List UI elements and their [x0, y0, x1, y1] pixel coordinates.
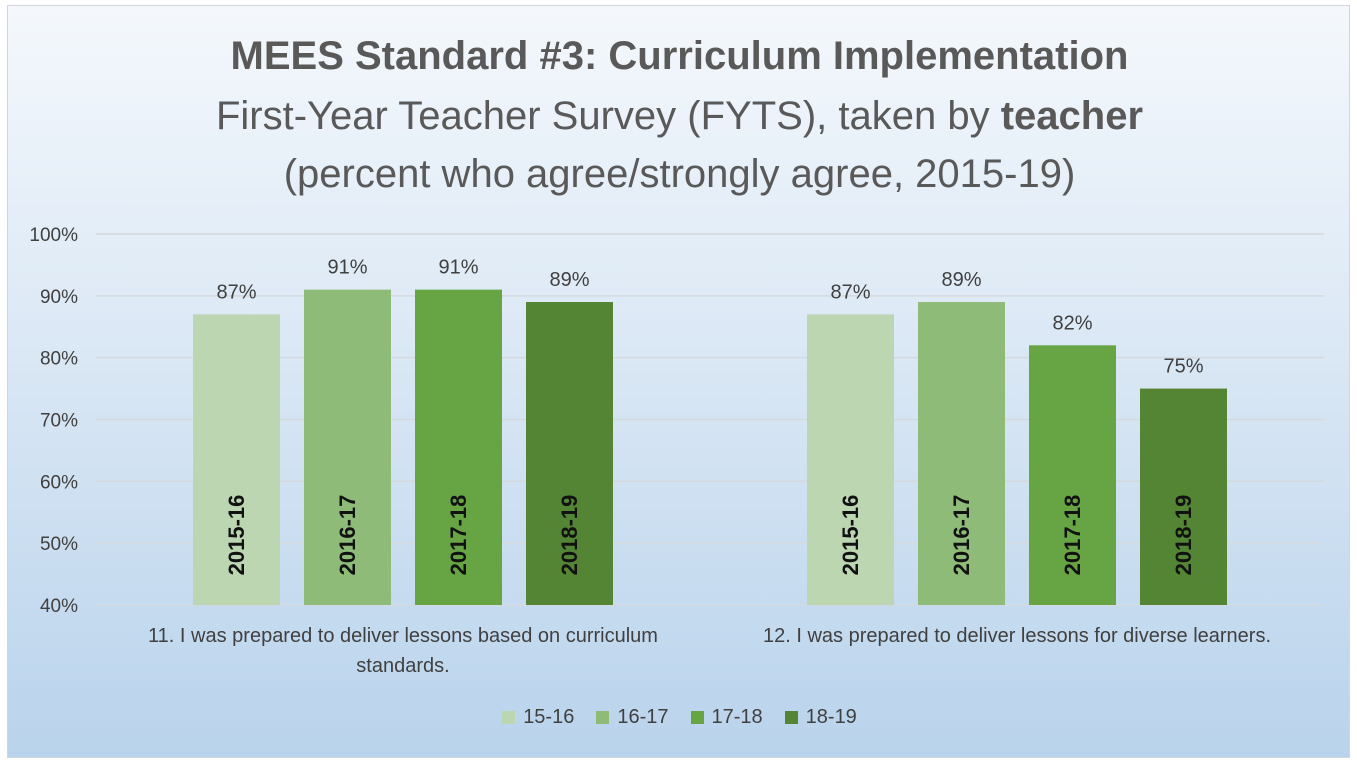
chart-subtitle: First-Year Teacher Survey (FYTS), taken … — [8, 94, 1351, 139]
y-tick-label: 70% — [40, 411, 78, 432]
y-tick-label: 100% — [29, 225, 78, 246]
bar-inner-label: 2016-17 — [335, 495, 360, 576]
legend-label: 17-18 — [711, 706, 763, 728]
legend-swatch — [502, 711, 516, 724]
bar — [304, 289, 391, 605]
data-label: 87% — [830, 281, 870, 303]
bar — [1140, 388, 1227, 605]
y-tick-label: 90% — [40, 287, 78, 308]
y-tick-label: 80% — [40, 349, 78, 370]
data-label: 91% — [438, 257, 478, 279]
chart-frame: MEES Standard #3: Curriculum Implementat… — [7, 5, 1350, 758]
data-label: 89% — [941, 269, 981, 291]
legend-swatch — [690, 711, 704, 724]
data-label: 75% — [1163, 356, 1203, 378]
bar — [526, 302, 613, 605]
legend-swatch — [596, 711, 610, 724]
legend: 15-16 16-17 17-18 18-19 — [8, 706, 1351, 729]
category-label: 11. I was prepared to deliver lessons ba… — [148, 625, 658, 647]
bar-inner-label: 2015-16 — [838, 495, 863, 576]
bar-inner-label: 2017-18 — [446, 495, 471, 576]
data-label: 87% — [216, 281, 256, 303]
y-tick-label: 40% — [40, 596, 78, 617]
legend-item: 16-17 — [596, 706, 669, 729]
legend-swatch — [784, 711, 798, 724]
y-tick-label: 50% — [40, 534, 78, 555]
bar-inner-label: 2018-19 — [557, 495, 582, 576]
legend-item: 17-18 — [690, 706, 763, 729]
bar — [193, 314, 280, 605]
bar — [918, 302, 1005, 605]
chart-subtitle-prefix: First-Year Teacher Survey (FYTS), taken … — [215, 94, 1001, 138]
chart-title: MEES Standard #3: Curriculum Implementat… — [230, 34, 1129, 78]
category-label: 12. I was prepared to deliver lessons fo… — [763, 625, 1271, 647]
bar-inner-label: 2016-17 — [949, 495, 974, 576]
chart-subtitle-2: (percent who agree/strongly agree, 2015-… — [283, 152, 1076, 196]
legend-label: 15-16 — [523, 706, 575, 728]
data-label: 82% — [1052, 312, 1092, 334]
bar-inner-label: 2018-19 — [1171, 495, 1196, 576]
y-tick-label: 60% — [40, 472, 78, 493]
legend-label: 16-17 — [617, 706, 669, 728]
bar — [807, 314, 894, 605]
data-label: 91% — [327, 257, 367, 279]
plot-area: 40% 50% 60% 70% 80% 90% 100% 87% 2015-16 91% 2016-… — [29, 225, 1324, 677]
bar — [415, 289, 502, 605]
legend-label: 18-19 — [805, 706, 857, 728]
legend-item: 15-16 — [502, 706, 574, 729]
data-label: 89% — [549, 269, 589, 291]
bar-inner-label: 2015-16 — [224, 495, 249, 576]
legend-item: 18-19 — [784, 706, 857, 729]
category-label: standards. — [356, 655, 449, 677]
bar — [1029, 345, 1116, 605]
chart-subtitle-bold: teacher — [1000, 94, 1144, 138]
bar-inner-label: 2017-18 — [1060, 495, 1085, 576]
